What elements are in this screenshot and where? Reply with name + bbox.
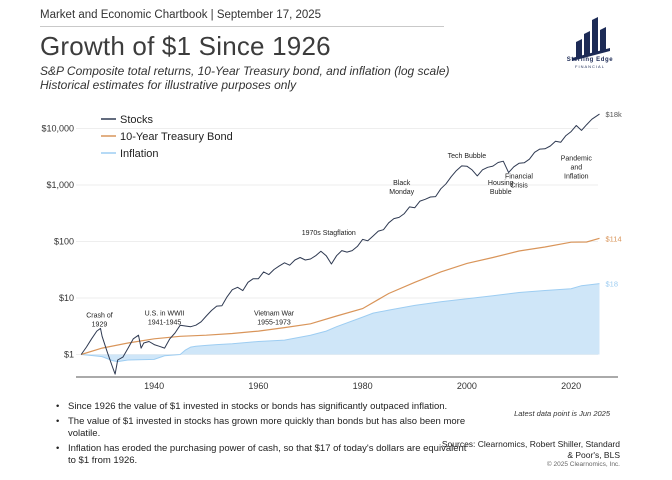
logo-name: Sterling Edge [566, 57, 614, 63]
event-annotation: Housing Bubble [488, 180, 514, 196]
legend-label: Inflation [120, 148, 159, 160]
logo-subtitle: FINANCIAL [575, 64, 605, 69]
y-tick-label: $10,000 [41, 123, 74, 133]
series-end-label: $18 [605, 280, 618, 289]
x-tick-labels: 1940 1960 1980 2000 2020 [144, 381, 581, 391]
subtitle-line-1: S&P Composite total returns, 10-Year Tre… [40, 64, 450, 78]
inflation-area [81, 283, 600, 362]
header-divider [40, 26, 444, 27]
latest-data-note: Latest data point is Jun 2025 [514, 409, 610, 418]
brand-logo-icon [572, 17, 610, 61]
y-tick-label: $10 [59, 293, 74, 303]
x-tick-label: 1940 [144, 381, 164, 391]
event-annotation: Financial Crisis [505, 174, 533, 190]
bond-line [81, 237, 600, 356]
x-tick-label: 2020 [561, 381, 581, 391]
event-annotation: Black Monday [389, 180, 414, 196]
y-tick-label: $1,000 [46, 180, 74, 190]
inflation-line [81, 283, 600, 363]
y-tick-labels: $1 $10 $100 $1,000 $10,000 [41, 123, 74, 359]
end-labels: $18k $114 $18 [605, 110, 622, 289]
legend-label: 10-Year Treasury Bond [120, 131, 233, 143]
page-title: Growth of $1 Since 1926 [40, 31, 331, 61]
chartbook-header: Market and Economic Chartbook | Septembe… [40, 9, 322, 21]
bullet-point: Inflation has eroded the purchasing powe… [54, 443, 474, 467]
subtitle: S&P Composite total returns, 10-Year Tre… [40, 64, 450, 92]
x-tick-label: 2000 [457, 381, 477, 391]
copyright: © 2025 Clearnomics, Inc. [546, 461, 620, 468]
y-tick-label: $1 [64, 350, 74, 360]
key-takeaways: Since 1926 the value of $1 invested in s… [54, 401, 474, 470]
event-annotations: Crash of 1929 U.S. in WWII 1941-1945 Vietnam… [86, 153, 592, 329]
event-annotation: Tech Bubble [448, 153, 487, 160]
event-annotation: Vietnam War 1955-1973 [254, 311, 295, 327]
series-end-label: $114 [605, 234, 621, 243]
bullet-point: Since 1926 the value of $1 invested in s… [54, 401, 474, 413]
bullet-point: The value of $1 invested in stocks has g… [54, 416, 474, 440]
subtitle-line-2: Historical estimates for illustrative pu… [40, 78, 297, 92]
event-annotation: U.S. in WWII 1941-1945 [145, 311, 185, 327]
event-annotation: 1970s Stagflation [302, 230, 356, 237]
legend-label: Stocks [120, 114, 154, 126]
series-end-label: $18k [605, 110, 622, 119]
sources-note: Sources: Clearnomics, Robert Shiller, St… [441, 439, 620, 460]
x-tick-label: 1960 [248, 381, 268, 391]
y-tick-label: $100 [54, 237, 74, 247]
stocks-line [80, 113, 600, 375]
chart-legend: Stocks 10-Year Treasury Bond Inflation [101, 114, 233, 160]
event-annotation: Pandemic and Inflation [561, 156, 593, 181]
event-annotation: Crash of 1929 [86, 313, 113, 329]
x-tick-label: 1980 [353, 381, 373, 391]
